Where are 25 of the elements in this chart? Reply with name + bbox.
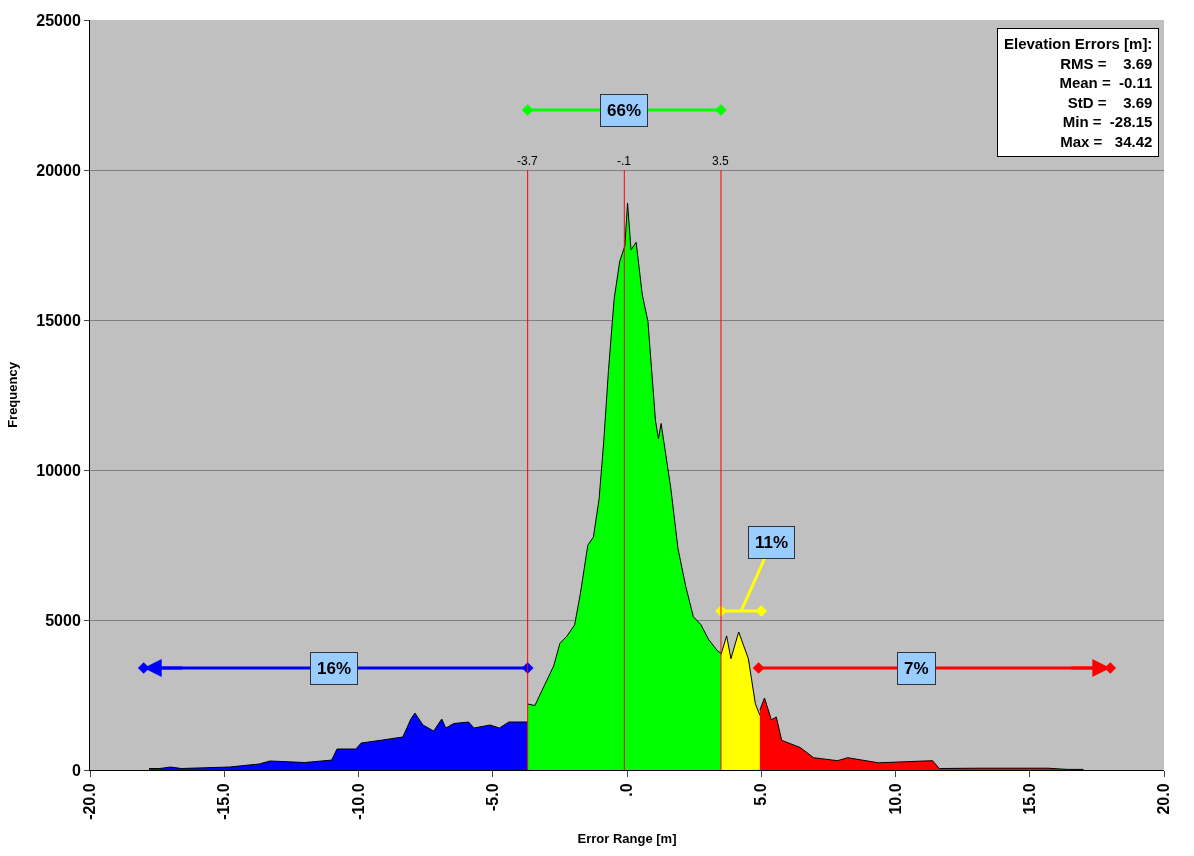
x-tick-label: 15.0 bbox=[1020, 783, 1038, 815]
y-tick-label: 10000 bbox=[36, 461, 81, 479]
x-axis-title: Error Range [m] bbox=[577, 831, 677, 847]
x-tick-label: 20.0 bbox=[1155, 783, 1173, 815]
annotation: 16% bbox=[317, 659, 352, 678]
y-tick-label: 25000 bbox=[36, 11, 81, 29]
ref-line-label: -3.7 bbox=[517, 154, 538, 168]
annotation: Elevation Errors [m]: RMS = 3.69 Mean = -0.11 StD = 3.69 Min = -28.15 Max = 34.42 bbox=[1004, 35, 1153, 150]
ref-line-label: 3.5 bbox=[712, 154, 730, 168]
annotation: 7% bbox=[904, 659, 929, 678]
x-tick-label: -5.0 bbox=[483, 783, 501, 811]
annotation: 66% bbox=[607, 101, 642, 120]
ref-line-label: -.1 bbox=[617, 154, 632, 168]
y-tick-label: 20000 bbox=[36, 161, 81, 179]
y-tick-label: 0 bbox=[71, 761, 81, 779]
x-tick-label: -15.0 bbox=[215, 783, 233, 820]
x-tick-label: -20.0 bbox=[81, 783, 99, 820]
y-tick-label: 5000 bbox=[45, 611, 81, 629]
y-axis-title: Frequency bbox=[5, 361, 21, 428]
x-tick-label: 10.0 bbox=[886, 783, 904, 815]
annotation: 11% bbox=[755, 533, 789, 552]
x-tick-label: -10.0 bbox=[349, 783, 367, 820]
x-tick-label: 5.0 bbox=[752, 783, 770, 806]
x-tick-label: .0 bbox=[618, 783, 636, 797]
y-tick-label: 15000 bbox=[36, 311, 81, 329]
